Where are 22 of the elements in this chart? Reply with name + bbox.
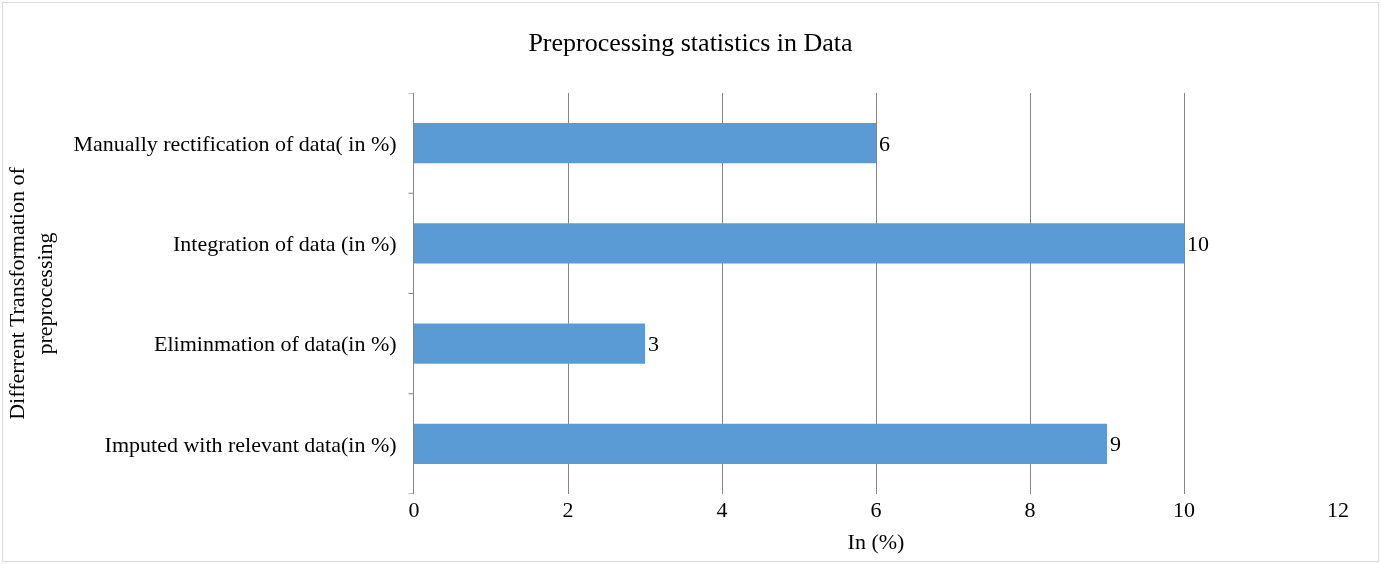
bar (414, 123, 876, 164)
x-axis-title: In (%) (847, 528, 905, 554)
y-tick-label: Integration of data (in %) (173, 231, 397, 257)
bar (414, 223, 1184, 264)
data-label: 6 (879, 130, 890, 156)
x-tick-label: 8 (1024, 497, 1036, 522)
y-tick-label: Eliminmation of data(in %) (154, 331, 397, 357)
x-tick-label: 6 (870, 497, 882, 522)
x-tick-label: 2 (562, 497, 574, 522)
y-tick-label: Imputed with relevant data(in %) (104, 431, 397, 457)
bar (414, 323, 645, 364)
data-label: 9 (1110, 431, 1121, 457)
chart-title: Preprocessing statistics in Data (528, 28, 854, 58)
y-tick-label: Manually rectification of data( in %) (73, 130, 397, 156)
x-tick-label: 10 (1173, 497, 1195, 522)
data-label: 3 (648, 331, 659, 357)
x-tick-label: 0 (408, 497, 420, 522)
data-label: 10 (1187, 230, 1209, 256)
x-tick-label: 4 (716, 497, 728, 522)
y-axis-title: Differrent Transformation of preprocessing (3, 166, 58, 420)
bar (414, 423, 1107, 464)
x-tick-label: 12 (1327, 497, 1349, 522)
